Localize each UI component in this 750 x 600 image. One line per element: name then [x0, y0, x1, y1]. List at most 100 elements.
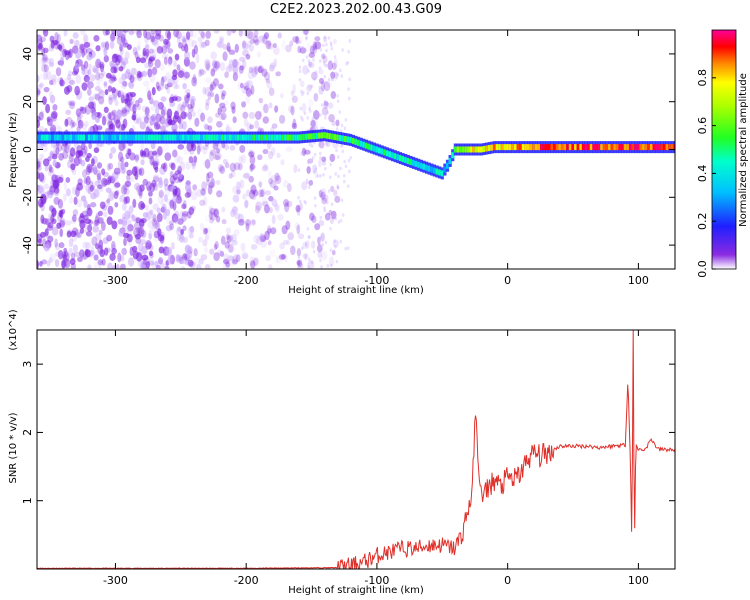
ridge-core — [521, 144, 525, 151]
noise-speckle — [167, 59, 173, 65]
ridge-core — [38, 134, 42, 141]
noise-speckle — [172, 196, 177, 205]
noise-speckle — [148, 250, 154, 257]
noise-speckle — [253, 234, 261, 244]
ridge-core — [210, 134, 214, 141]
noise-speckle — [37, 84, 43, 91]
noise-speckle — [121, 202, 127, 211]
noise-speckle — [37, 35, 42, 44]
noise-speckle — [43, 47, 49, 54]
noise-speckle — [135, 30, 141, 35]
ridge-core — [213, 134, 217, 141]
noise-speckle — [108, 78, 115, 84]
noise-speckle — [37, 142, 44, 151]
noise-speckle — [181, 101, 187, 109]
noise-speckle — [56, 222, 62, 229]
noise-speckle — [299, 202, 304, 211]
ridge-core — [218, 134, 222, 141]
noise-speckle — [130, 30, 138, 34]
ridge-core — [438, 169, 442, 176]
noise-speckle — [177, 103, 183, 114]
noise-speckle — [39, 201, 44, 208]
ridge-core — [417, 161, 421, 168]
ridge-core — [166, 134, 170, 141]
noise-speckle — [93, 254, 99, 261]
ridge-core — [600, 144, 604, 151]
ridge-core — [498, 144, 502, 151]
noise-speckle — [145, 114, 151, 120]
noise-speckle — [252, 35, 259, 44]
noise-speckle — [335, 259, 339, 264]
noise-speckle — [59, 228, 64, 238]
noise-speckle — [330, 46, 334, 51]
noise-speckle — [51, 150, 58, 158]
noise-speckle — [175, 96, 182, 102]
noise-speckle — [101, 204, 108, 211]
noise-speckle — [81, 123, 87, 131]
noise-speckle — [50, 78, 57, 86]
noise-speckle — [95, 58, 102, 69]
ridge-core — [558, 144, 562, 151]
ridge-core — [247, 134, 251, 141]
ridge-core — [53, 134, 57, 141]
noise-speckle — [169, 223, 174, 230]
noise-speckle — [79, 106, 84, 112]
noise-speckle — [68, 153, 74, 163]
ridge-core — [307, 133, 311, 140]
noise-speckle — [165, 225, 173, 232]
noise-speckle — [344, 246, 348, 251]
noise-speckle — [305, 55, 309, 59]
noise-speckle — [231, 240, 238, 246]
noise-speckle — [226, 42, 231, 52]
x-tick-label: 0 — [504, 274, 511, 287]
ridge-core — [299, 134, 303, 141]
noise-speckle — [252, 189, 259, 197]
noise-speckle — [111, 86, 116, 94]
noise-speckle — [77, 120, 83, 127]
noise-speckle — [134, 182, 141, 191]
noise-speckle — [228, 255, 235, 261]
noise-speckle — [208, 205, 214, 212]
noise-speckle — [269, 64, 275, 72]
noise-speckle — [215, 215, 221, 223]
noise-speckle — [108, 117, 113, 125]
noise-speckle — [200, 112, 206, 122]
ridge-core — [375, 146, 379, 153]
noise-speckle — [287, 183, 292, 193]
noise-speckle — [320, 126, 323, 130]
noise-speckle — [184, 192, 191, 199]
noise-speckle — [131, 214, 136, 222]
noise-speckle — [52, 104, 58, 111]
noise-speckle — [299, 106, 302, 111]
noise-speckle — [306, 116, 309, 120]
noise-speckle — [75, 186, 80, 197]
noise-speckle — [302, 30, 305, 35]
ridge-core — [430, 166, 434, 173]
noise-speckle — [269, 248, 276, 257]
noise-speckle — [293, 164, 298, 174]
noise-speckle — [47, 222, 54, 229]
ridge-core — [540, 144, 544, 151]
noise-speckle — [267, 43, 274, 50]
noise-speckle — [202, 147, 208, 155]
noise-speckle — [37, 160, 42, 168]
ridge-core — [513, 144, 518, 151]
noise-speckle — [331, 75, 338, 82]
noise-speckle — [241, 251, 248, 260]
noise-speckle — [246, 122, 252, 132]
noise-speckle — [184, 94, 190, 103]
noise-speckle — [43, 64, 49, 73]
noise-speckle — [245, 87, 252, 97]
noise-speckle — [251, 66, 257, 73]
noise-speckle — [340, 144, 343, 148]
ridge-core — [197, 134, 201, 141]
noise-speckle — [38, 125, 45, 132]
noise-speckle — [180, 228, 184, 235]
noise-speckle — [173, 60, 177, 68]
ridge-core — [113, 134, 118, 141]
noise-speckle — [169, 199, 175, 209]
noise-speckle — [259, 234, 267, 243]
ridge-core — [665, 144, 669, 151]
noise-speckle — [261, 200, 269, 207]
